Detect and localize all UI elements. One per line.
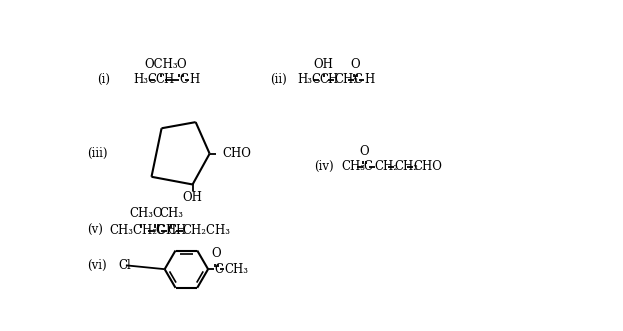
Text: H₃C: H₃C	[134, 73, 158, 86]
Text: C: C	[363, 160, 372, 173]
Text: CH₂: CH₂	[374, 160, 399, 173]
Text: CH₃CH₂CH: CH₃CH₂CH	[109, 224, 176, 237]
Text: CH₂CH₃: CH₂CH₃	[183, 224, 231, 237]
Text: CHO: CHO	[222, 147, 251, 160]
Text: O: O	[360, 145, 369, 158]
Text: CHO: CHO	[414, 160, 442, 173]
Text: CH₂: CH₂	[394, 160, 418, 173]
Text: Cl: Cl	[118, 259, 131, 272]
Text: CH₃: CH₃	[159, 207, 183, 220]
Text: (iv): (iv)	[314, 160, 334, 173]
Text: CH₃: CH₃	[341, 160, 365, 173]
Text: (i): (i)	[97, 73, 110, 86]
Text: CH: CH	[319, 73, 338, 86]
Text: OH: OH	[183, 191, 202, 204]
Text: CH: CH	[155, 73, 174, 86]
Text: (vi): (vi)	[87, 259, 107, 272]
Text: (iii): (iii)	[87, 147, 108, 160]
Text: OCH₃: OCH₃	[144, 58, 178, 71]
Text: (v): (v)	[87, 224, 103, 237]
Text: H₃C: H₃C	[297, 73, 321, 86]
Text: H: H	[364, 73, 374, 86]
Text: O: O	[212, 247, 221, 260]
Text: (ii): (ii)	[270, 73, 287, 86]
Text: CH₃: CH₃	[130, 207, 153, 220]
Text: OH: OH	[313, 58, 333, 71]
Text: H: H	[189, 73, 200, 86]
Text: O: O	[351, 58, 360, 71]
Text: C: C	[179, 73, 188, 86]
Text: O: O	[176, 58, 186, 71]
Text: O: O	[152, 207, 162, 220]
Text: CH₃: CH₃	[224, 263, 249, 276]
Text: C: C	[354, 73, 363, 86]
Text: CH₂: CH₂	[335, 73, 358, 86]
Text: CH: CH	[167, 224, 186, 237]
Text: C: C	[214, 263, 223, 276]
Text: C: C	[155, 224, 164, 237]
